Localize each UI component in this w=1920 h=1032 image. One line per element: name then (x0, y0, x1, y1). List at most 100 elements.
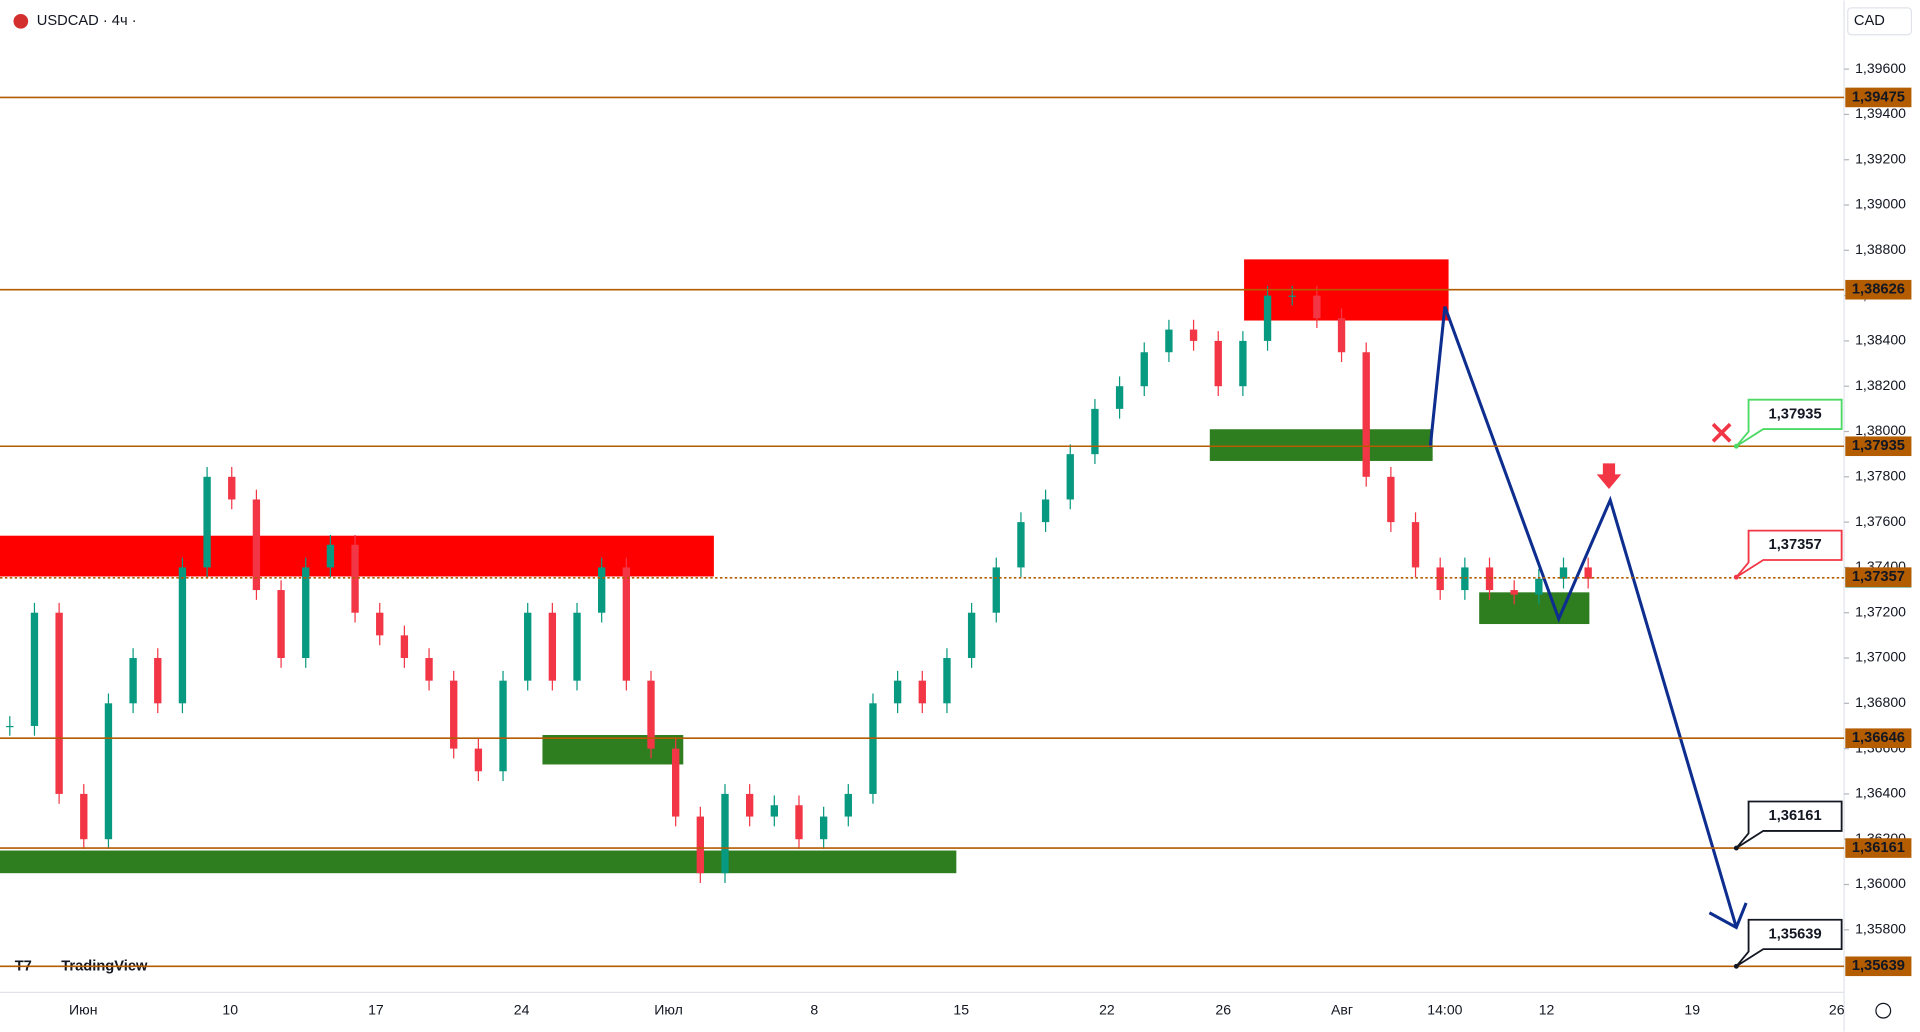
symbol: USDCAD · 4ч · (37, 13, 137, 29)
x-tick-label: 24 (514, 1001, 530, 1017)
candle (573, 612, 581, 681)
candle (129, 658, 137, 704)
candle (474, 748, 483, 772)
x-tick-label: 26 (1829, 1001, 1845, 1017)
x-tick-label: 26 (1215, 1001, 1231, 1017)
candle (1559, 567, 1568, 579)
candle (1263, 295, 1272, 341)
candle (819, 816, 828, 840)
callout (1735, 398, 1843, 448)
candle (6, 725, 14, 728)
candle (104, 703, 113, 840)
y-tick-label: 1,37600 (1855, 513, 1906, 529)
callout (1735, 800, 1843, 849)
candle (795, 805, 803, 840)
currency-button[interactable] (1847, 7, 1913, 36)
candle (548, 612, 557, 681)
candle (721, 793, 729, 874)
candle (943, 658, 951, 704)
level-tag (1845, 87, 1912, 108)
x-tick-label: Июл (654, 1001, 683, 1017)
level-tag (1845, 436, 1912, 457)
level-tag (1845, 956, 1912, 977)
y-tick-label: 1,38400 (1855, 332, 1906, 348)
y-tick-label: 1,36000 (1855, 875, 1906, 891)
candle (499, 680, 507, 772)
x-tick-label: 19 (1684, 1001, 1700, 1017)
candle (844, 793, 852, 817)
x-tick-label: Июн (69, 1001, 97, 1017)
x-tick-label: 22 (1099, 1001, 1115, 1017)
plot (0, 259, 1592, 883)
candle (30, 612, 39, 726)
candle (918, 680, 926, 704)
marker-tag (1845, 567, 1912, 587)
candle (1288, 295, 1296, 297)
candle (1091, 408, 1099, 455)
candle (524, 612, 532, 681)
currency[interactable]: CAD (1854, 13, 1885, 29)
candle (1436, 567, 1444, 591)
candle (1387, 476, 1395, 523)
candle (1214, 340, 1222, 387)
y-tick-label: 1,37000 (1855, 649, 1906, 665)
candle (1337, 318, 1346, 353)
level-tag (1845, 838, 1912, 858)
candle (622, 567, 631, 681)
y-tick-label: 1,38800 (1855, 241, 1906, 257)
candle (745, 793, 754, 817)
settings[interactable] (1875, 1002, 1892, 1019)
candle (1017, 522, 1025, 568)
candle (1362, 352, 1370, 477)
level-label: 1,36646 (1852, 730, 1905, 746)
zone (542, 735, 684, 765)
level-label: 1,39475 (1852, 89, 1905, 105)
down-arrow (1596, 463, 1622, 490)
candle (1584, 567, 1592, 579)
candle (1239, 340, 1247, 387)
x-tick-label: 15 (953, 1001, 969, 1017)
y-tick-label: 1,38200 (1855, 377, 1906, 393)
callout-label: 1,36161 (1769, 808, 1822, 824)
candle (351, 544, 359, 613)
candle (893, 680, 902, 704)
cross (1711, 422, 1732, 443)
candle (203, 476, 211, 568)
y-tick-label: 1,37200 (1855, 603, 1906, 619)
y-tick-label: 1,39200 (1855, 150, 1906, 166)
level-label: 1,35639 (1852, 958, 1905, 974)
callout (1735, 918, 1843, 968)
candle (1485, 567, 1494, 591)
candle (154, 658, 162, 704)
x-tick-label: 8 (810, 1001, 818, 1017)
zone (1479, 592, 1590, 625)
candle (1411, 522, 1420, 568)
candle (671, 748, 680, 817)
candle (1041, 499, 1050, 523)
candle (598, 567, 606, 613)
y-tick-label: 1,39000 (1855, 196, 1906, 212)
level-tag (1845, 728, 1912, 748)
y-tick-label: 1,36800 (1855, 694, 1906, 710)
flag-icon (13, 13, 29, 29)
candle (80, 793, 88, 840)
zone (1209, 429, 1433, 461)
candle (326, 544, 335, 568)
candle (376, 612, 384, 636)
level-label: 1,36161 (1852, 840, 1905, 856)
candle (400, 635, 409, 659)
level-label: 1,38626 (1852, 282, 1905, 298)
candle (450, 680, 458, 749)
x-tick-label: 12 (1539, 1001, 1555, 1017)
y-tick-label: 1,39600 (1855, 60, 1906, 76)
candle (869, 703, 877, 794)
candle (770, 805, 778, 817)
candle (1510, 590, 1518, 595)
candle (696, 816, 705, 874)
candle (1461, 567, 1469, 591)
candle (1165, 329, 1173, 353)
x-tick-label: 10 (222, 1001, 238, 1017)
callout-label: 1,35639 (1769, 926, 1822, 942)
